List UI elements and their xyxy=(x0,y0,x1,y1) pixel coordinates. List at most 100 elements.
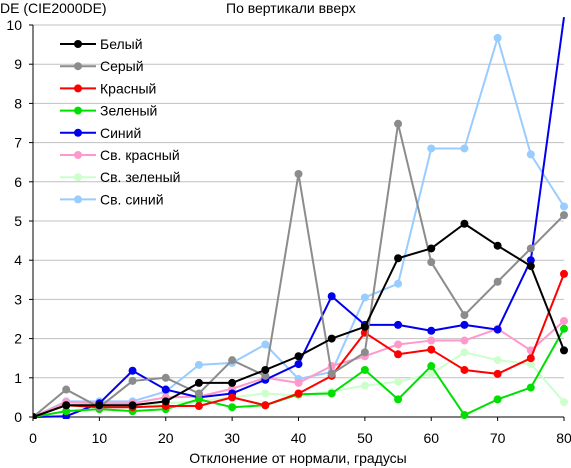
data-point xyxy=(427,362,436,371)
series-5 xyxy=(33,17,565,419)
legend-label: Св. красный xyxy=(100,147,180,163)
y-tick-label: 7 xyxy=(14,135,22,151)
data-point xyxy=(493,325,502,334)
legend-item: Серый xyxy=(60,58,144,74)
data-point xyxy=(194,389,203,398)
data-point xyxy=(526,262,535,271)
data-point xyxy=(228,378,237,387)
data-point xyxy=(194,395,203,404)
x-tick-label: 10 xyxy=(92,430,108,446)
legend-label: Синий xyxy=(100,125,141,141)
y-tick-label: 9 xyxy=(14,56,22,72)
data-point xyxy=(394,320,403,329)
data-point xyxy=(493,33,502,42)
data-point xyxy=(62,401,71,410)
data-point xyxy=(261,401,270,410)
data-point xyxy=(460,320,469,329)
data-point xyxy=(427,144,436,153)
legend-item: Св. красный xyxy=(60,147,180,163)
data-point xyxy=(327,334,336,343)
data-point xyxy=(294,378,303,387)
axes xyxy=(29,24,565,421)
data-point xyxy=(261,365,270,374)
chart-title: По вертикали вверх xyxy=(226,0,356,16)
data-point xyxy=(460,365,469,374)
data-point xyxy=(526,354,535,363)
legend-item: Белый xyxy=(60,36,143,52)
data-point xyxy=(560,324,568,333)
x-tick-label: 60 xyxy=(423,430,439,446)
data-point xyxy=(360,348,369,357)
legend-item: Синий xyxy=(60,125,141,141)
data-point xyxy=(194,378,203,387)
legend-label: Белый xyxy=(100,36,143,52)
legend-item: Зеленый xyxy=(60,103,157,119)
data-point xyxy=(194,360,203,369)
data-point xyxy=(526,360,535,369)
data-point xyxy=(294,352,303,361)
data-point xyxy=(128,401,137,410)
data-point xyxy=(493,395,502,404)
legend-label: Св. синий xyxy=(100,191,164,207)
data-point xyxy=(394,254,403,263)
data-point xyxy=(95,401,104,410)
y-tick-label: 5 xyxy=(14,213,22,229)
data-point xyxy=(327,369,336,378)
data-point xyxy=(128,376,137,385)
tick-labels: 0 1 2 3 4 5 6 7 8 9 10 0 10 20 30 40 50 60 70 80 xyxy=(6,17,571,446)
data-point xyxy=(194,402,203,411)
data-point xyxy=(62,385,71,394)
data-point xyxy=(427,258,436,267)
series-line xyxy=(33,320,565,418)
data-point xyxy=(460,144,469,153)
data-point xyxy=(128,366,137,375)
legend-marker xyxy=(74,173,82,182)
data-point xyxy=(460,311,469,320)
x-tick-label: 0 xyxy=(29,430,37,446)
data-point xyxy=(460,348,469,357)
legend-marker xyxy=(74,195,82,204)
y-tick-label: 4 xyxy=(14,252,22,268)
legend-marker xyxy=(74,106,82,115)
data-point xyxy=(526,383,535,392)
y-tick-label: 3 xyxy=(14,291,22,307)
y-axis-title: DE (CIE2000DE) xyxy=(0,0,107,16)
legend-label: Св. зеленый xyxy=(100,169,180,185)
data-point xyxy=(161,397,170,406)
data-point xyxy=(394,119,403,128)
data-point xyxy=(493,369,502,378)
x-tick-label: 40 xyxy=(291,430,307,446)
data-point xyxy=(261,340,270,349)
data-point xyxy=(526,150,535,159)
y-tick-label: 0 xyxy=(14,409,22,425)
data-point xyxy=(560,346,568,355)
legend-marker xyxy=(74,84,82,93)
data-point xyxy=(460,219,469,228)
data-point xyxy=(327,292,336,301)
legend-label: Серый xyxy=(100,58,144,74)
series-lines xyxy=(33,17,568,419)
series-1 xyxy=(33,219,568,419)
gridlines xyxy=(33,24,564,379)
x-axis-title: Отклонение от нормали, градусы xyxy=(189,450,406,466)
x-tick-label: 80 xyxy=(556,430,571,446)
data-point xyxy=(394,395,403,404)
data-point xyxy=(294,169,303,178)
data-point xyxy=(228,393,237,402)
data-point xyxy=(161,373,170,382)
data-point xyxy=(161,385,170,394)
data-point xyxy=(560,269,568,278)
data-point xyxy=(360,293,369,302)
x-tick-label: 70 xyxy=(490,430,506,446)
data-point xyxy=(62,407,71,416)
series-line xyxy=(33,222,565,418)
y-tick-label: 10 xyxy=(6,17,22,33)
data-point xyxy=(394,340,403,349)
x-tick-label: 20 xyxy=(158,430,174,446)
legend-label: Зеленый xyxy=(100,103,157,119)
data-point xyxy=(427,369,436,378)
data-point xyxy=(360,365,369,374)
data-point xyxy=(228,403,237,412)
data-point xyxy=(394,350,403,359)
